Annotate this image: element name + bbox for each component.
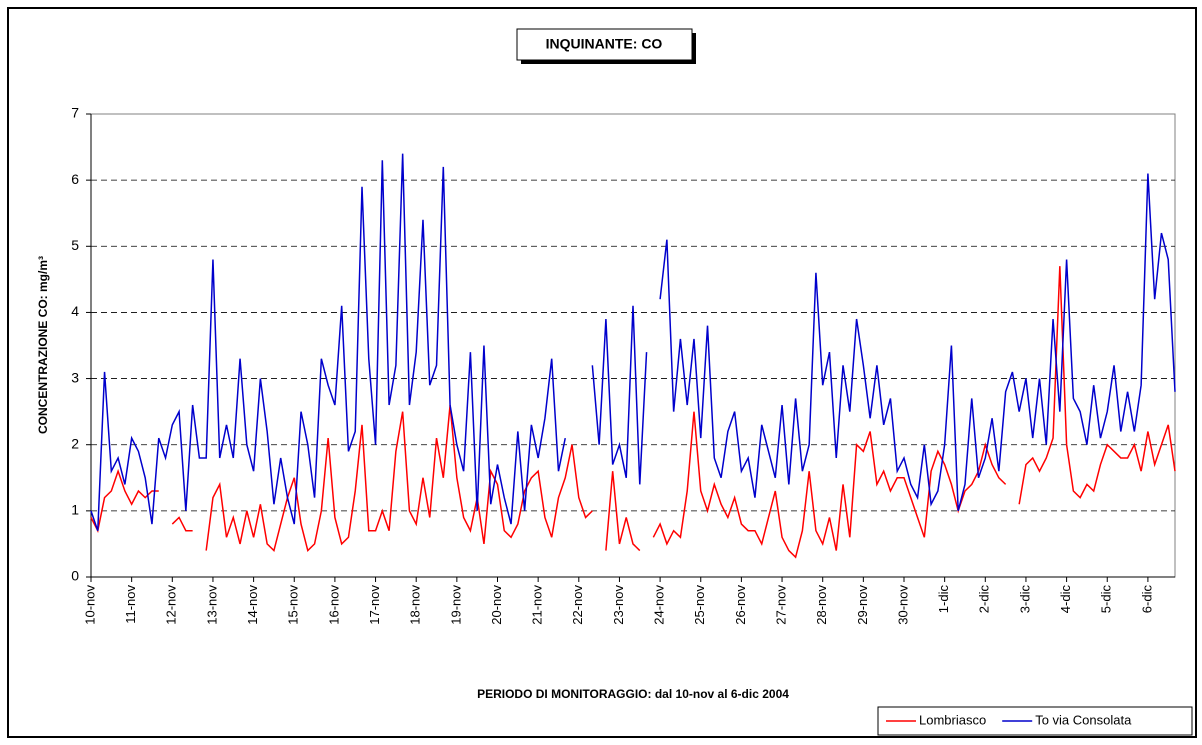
legend-label: Lombriasco <box>919 712 986 727</box>
x-tick-label: 29-nov <box>855 585 870 625</box>
y-tick-label: 4 <box>71 303 79 319</box>
x-tick-label: 12-nov <box>164 585 179 625</box>
x-tick-label: 30-nov <box>895 585 910 625</box>
y-tick-label: 3 <box>71 369 79 385</box>
y-tick-label: 5 <box>71 237 79 253</box>
y-tick-label: 1 <box>71 502 79 518</box>
x-axis-title: PERIODO DI MONITORAGGIO: dal 10-nov al 6… <box>477 687 789 701</box>
x-tick-label: 21-nov <box>530 585 545 625</box>
x-tick-label: 18-nov <box>408 585 423 625</box>
x-tick-label: 22-nov <box>570 585 585 625</box>
x-tick-label: 5-dic <box>1099 585 1114 614</box>
y-tick-label: 6 <box>71 171 79 187</box>
y-tick-label: 2 <box>71 435 79 451</box>
title-box <box>516 28 693 61</box>
y-tick-label: 0 <box>71 568 79 584</box>
x-tick-label: 14-nov <box>245 585 260 625</box>
x-tick-label: 24-nov <box>652 585 667 625</box>
y-axis-title: CONCENTRAZIONE CO: mg/m³ <box>36 256 50 434</box>
legend: Lombriasco To via Consolata <box>877 706 1193 736</box>
x-tick-label: 17-nov <box>367 585 382 625</box>
x-tick-label: 11-nov <box>123 585 138 624</box>
x-tick-label: 27-nov <box>773 585 788 625</box>
y-tick-label: 7 <box>71 105 79 121</box>
x-tick-label: 1-dic <box>936 585 951 614</box>
x-tick-label: 19-nov <box>448 585 463 625</box>
x-tick-label: 28-nov <box>814 585 829 625</box>
x-tick-label: 3-dic <box>1017 585 1032 614</box>
x-tick-label: 4-dic <box>1058 585 1073 614</box>
x-tick-label: 15-nov <box>286 585 301 625</box>
x-tick-label: 16-nov <box>326 585 341 625</box>
series-line <box>90 266 1176 559</box>
x-tick-label: 20-nov <box>489 585 504 625</box>
x-tick-label: 2-dic <box>977 585 992 614</box>
x-tick-label: 13-nov <box>204 585 219 625</box>
legend-label: To via Consolata <box>1035 712 1132 727</box>
chart-title: INQUINANTE: CO <box>546 36 663 52</box>
x-tick-label: 6-dic <box>1139 585 1154 614</box>
series-line <box>90 153 1176 531</box>
legend-box <box>877 706 1193 736</box>
x-tick-label: 25-nov <box>692 585 707 625</box>
plot-area <box>90 113 1176 578</box>
x-tick-label: 23-nov <box>611 585 626 625</box>
x-tick-label: 26-nov <box>733 585 748 625</box>
x-tick-label: 10-nov <box>82 585 97 625</box>
